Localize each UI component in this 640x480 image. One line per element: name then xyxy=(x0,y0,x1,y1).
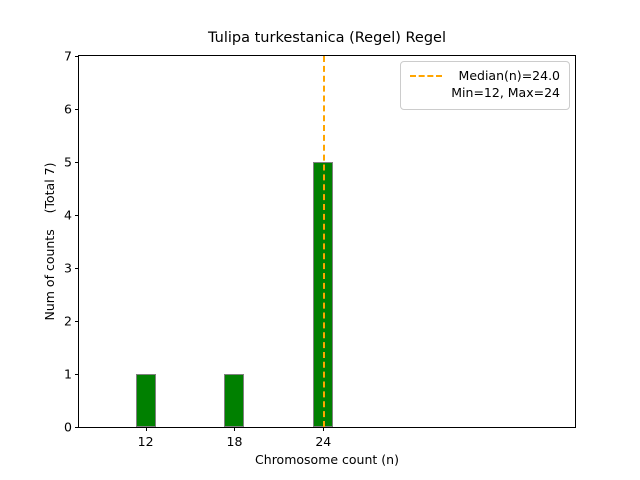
y-tick-mark xyxy=(75,56,79,57)
chart-legend: Median(n)=24.0 Min=12, Max=24 xyxy=(400,61,570,110)
bar xyxy=(135,374,156,427)
x-tick-mark xyxy=(323,427,325,431)
x-axis-label: Chromosome count (n) xyxy=(255,452,399,467)
x-tick-label: 12 xyxy=(137,434,154,449)
y-tick-mark xyxy=(75,162,79,163)
y-tick-label: 2 xyxy=(64,313,72,329)
x-tick-label: 24 xyxy=(315,434,332,449)
y-tick-mark xyxy=(75,321,79,322)
y-tick-label: 5 xyxy=(64,154,72,170)
legend-item-minmax: Min=12, Max=24 xyxy=(451,84,560,100)
y-tick-mark xyxy=(75,374,79,375)
x-tick-mark xyxy=(234,427,236,431)
x-tick-label: 18 xyxy=(226,434,243,449)
y-tick-label: 7 xyxy=(64,48,72,64)
median-line xyxy=(323,56,326,427)
y-tick-mark xyxy=(75,109,79,110)
y-tick-mark xyxy=(75,268,79,269)
y-tick-mark xyxy=(75,427,79,428)
y-tick-mark xyxy=(75,215,79,216)
y-tick-label: 0 xyxy=(64,419,72,435)
y-tick-label: 6 xyxy=(64,101,72,117)
plot-inner xyxy=(79,56,575,427)
plot-area: Median(n)=24.0 Min=12, Max=24 0 1 2 3 4 5 6 7 12… xyxy=(64,49,576,449)
x-tick-mark xyxy=(145,427,147,431)
y-axis-label: Num of counts (Total 7) xyxy=(42,162,57,321)
page-title: Tulipa turkestanica (Regel) Regel xyxy=(208,30,446,46)
legend-text: Median(n)=24.0 Min=12, Max=24 xyxy=(451,68,560,102)
bar xyxy=(224,374,245,427)
bar xyxy=(313,162,334,427)
y-tick-label: 4 xyxy=(64,207,72,223)
y-tick-label: 3 xyxy=(64,260,72,276)
median-line-swatch-icon xyxy=(410,75,443,77)
y-tick-label: 1 xyxy=(64,366,72,382)
legend-item-median: Median(n)=24.0 xyxy=(458,68,560,83)
